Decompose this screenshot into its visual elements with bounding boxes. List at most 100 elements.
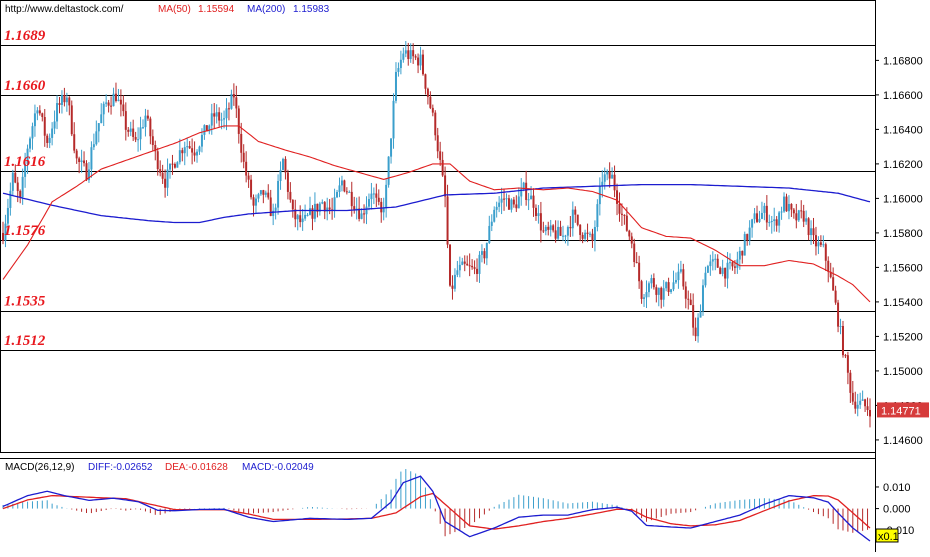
candle-body <box>75 150 78 159</box>
candle-body <box>473 267 476 269</box>
candle-body <box>119 99 122 105</box>
candle-body <box>476 268 479 274</box>
candle-body <box>746 234 749 241</box>
candle-body <box>382 207 385 213</box>
candle-body <box>522 182 525 190</box>
candle-body <box>267 192 270 198</box>
candle-body <box>394 71 397 101</box>
candle-body <box>188 146 191 149</box>
candle-body <box>63 94 66 103</box>
candle-body <box>4 223 7 241</box>
candle-body <box>144 115 147 128</box>
candle-body <box>480 251 483 255</box>
candle-body <box>92 144 95 148</box>
candle-body <box>505 198 508 200</box>
candle-body <box>527 199 530 201</box>
price-tick-label: 1.16200 <box>883 159 923 171</box>
candle-body <box>633 243 636 263</box>
candle-body <box>802 210 805 222</box>
candle-body <box>390 138 393 157</box>
candle-body <box>257 194 260 199</box>
candle-body <box>95 131 98 145</box>
candle-body <box>73 134 76 151</box>
price-tick-label: 1.14600 <box>883 435 923 447</box>
candle-body <box>503 198 506 200</box>
candle-body <box>552 225 555 231</box>
candle-body <box>360 213 363 219</box>
candle-body <box>372 193 375 195</box>
candle-body <box>733 266 736 268</box>
price-tick-label: 1.16000 <box>883 193 923 205</box>
candle-body <box>2 232 4 241</box>
candle-body <box>336 191 339 198</box>
candle-body <box>304 214 307 219</box>
candle-body <box>598 186 601 205</box>
candle-body <box>137 139 140 141</box>
candle-body <box>704 272 707 286</box>
candle-body <box>579 224 582 235</box>
macd-scale-box <box>875 528 899 543</box>
candle-body <box>785 196 788 212</box>
candle-body <box>537 213 540 217</box>
candle-body <box>367 199 370 207</box>
candle-body <box>176 162 179 168</box>
candle-body <box>576 214 579 225</box>
candle-body <box>483 251 486 259</box>
candle-body <box>11 172 14 191</box>
candle-body <box>731 262 734 267</box>
candle-body <box>471 265 474 268</box>
candle-body <box>392 100 395 139</box>
price-tick-label: 1.15000 <box>883 366 923 378</box>
candle-body <box>849 372 852 393</box>
candle-body <box>272 210 275 216</box>
candle-body <box>284 158 287 173</box>
candle-body <box>547 226 550 230</box>
candle-body <box>456 270 459 275</box>
candle-body <box>200 134 203 147</box>
candle-body <box>756 213 759 222</box>
candle-body <box>436 135 439 152</box>
candle-body <box>326 207 329 212</box>
candle-body <box>53 121 56 129</box>
ma50-line <box>2 125 871 303</box>
candle-body <box>814 235 817 247</box>
candle-body <box>628 230 631 237</box>
candle-body <box>48 137 51 143</box>
candle-body <box>635 262 638 264</box>
candle-body <box>156 151 159 170</box>
candle-body <box>591 233 594 241</box>
candle-body <box>520 189 523 197</box>
candle-body <box>26 148 29 164</box>
candle-body <box>679 269 682 272</box>
moving-averages <box>2 125 871 303</box>
header-url[interactable]: http://www.deltastock.com/ <box>5 4 124 15</box>
candle-body <box>387 156 390 185</box>
candle-body <box>318 203 321 212</box>
candle-body <box>689 299 692 306</box>
candle-body <box>65 97 68 103</box>
candle-body <box>851 392 854 402</box>
candle-body <box>846 355 849 373</box>
candle-body <box>316 203 319 212</box>
candle-body <box>461 261 464 265</box>
level-label: 1.1535 <box>4 294 46 310</box>
candle-body <box>832 277 835 291</box>
candle-body <box>36 110 39 114</box>
candle-body <box>83 160 86 164</box>
candle-body <box>559 226 562 236</box>
candle-body <box>724 267 727 279</box>
candle-body <box>338 185 341 192</box>
candle-body <box>87 169 90 181</box>
candle-body <box>856 404 859 409</box>
candle-body <box>191 148 194 153</box>
macd-panel <box>2 469 871 542</box>
candle-body <box>414 56 417 58</box>
last-price-label: 1.14771 <box>881 405 921 417</box>
candle-body <box>667 282 670 293</box>
candle-body <box>674 280 677 283</box>
candle-body <box>6 207 9 224</box>
candle-body <box>500 198 503 203</box>
candle-body <box>841 325 844 356</box>
